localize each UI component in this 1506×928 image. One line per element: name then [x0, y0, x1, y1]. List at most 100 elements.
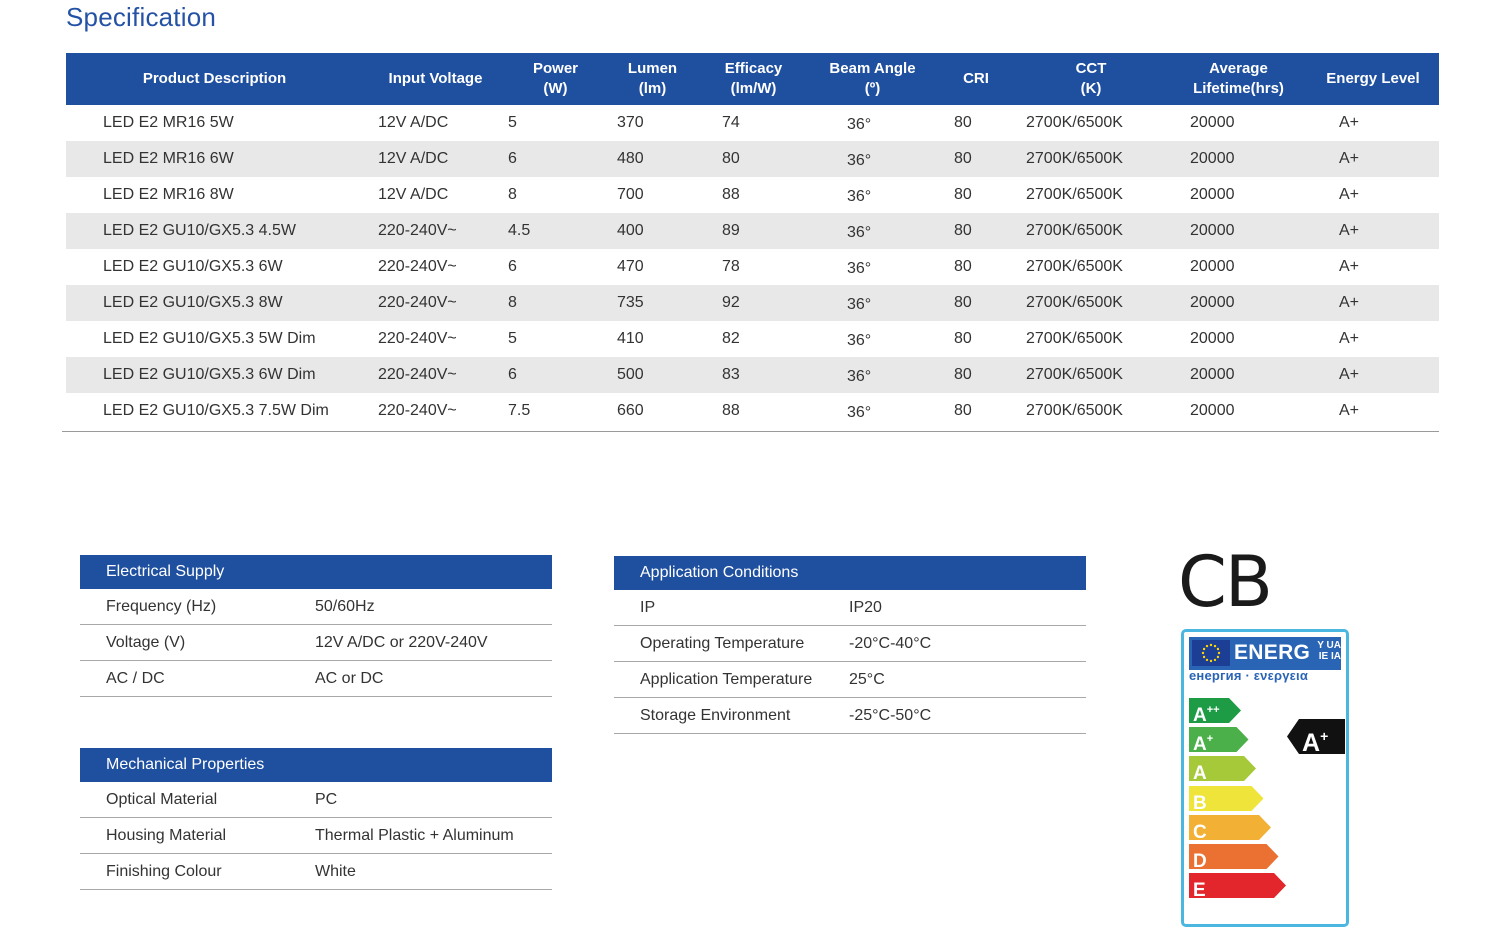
table-cell: 36°	[847, 368, 872, 385]
table-cell: 80	[954, 366, 972, 383]
mechanical-row: Finishing Colour White	[80, 854, 552, 890]
property-name: Housing Material	[106, 826, 227, 844]
table-row: LED E2 MR16 8W 12V A/DC 8 700 88 36° 80 2700K/6…	[66, 177, 1439, 213]
table-cell: 2700K/6500K	[1026, 222, 1123, 239]
property-value: White	[315, 862, 356, 880]
table-cell: 2700K/6500K	[1026, 150, 1123, 167]
table-cell: 80	[954, 402, 972, 419]
electrical-row: Voltage (V) 12V A/DC or 220V-240V	[80, 625, 552, 661]
energy-rating-arrow: A+	[1287, 719, 1345, 757]
table-cell: 2700K/6500K	[1026, 186, 1123, 203]
table-cell: 7.5	[508, 402, 531, 419]
table-cell: 80	[954, 294, 972, 311]
energy-class-bar: C	[1189, 814, 1271, 843]
table-cell: A+	[1339, 294, 1360, 311]
energy-class-bar: E	[1189, 873, 1286, 901]
table-cell: 220-240V~	[378, 366, 457, 383]
column-header: Product Description	[142, 70, 287, 87]
table-cell: 220-240V~	[378, 258, 457, 275]
table-cell: 80	[954, 186, 972, 203]
table-cell: 400	[617, 222, 644, 239]
specification-table: Product Description Input Voltage Power (W…	[66, 53, 1439, 429]
application-row: Application Temperature 25°C	[614, 662, 1086, 698]
column-header: Energy Level	[1326, 70, 1420, 87]
table-cell: A+	[1339, 150, 1360, 167]
energy-label: ENERG Y UA IE IA енергия · ενεργεια A++ A…	[1181, 629, 1349, 927]
mechanical-row: Housing Material Thermal Plastic + Alumin…	[80, 818, 552, 854]
electrical-row: AC / DC AC or DC	[80, 661, 552, 697]
table-row: LED E2 MR16 6W 12V A/DC 6 480 80 36° 80 2700K/6…	[66, 141, 1439, 177]
table-cell: 2700K/6500K	[1026, 366, 1123, 383]
table-row: LED E2 GU10/GX5.3 6W Dim 220-240V~ 6 500 83 3…	[66, 357, 1439, 393]
column-header: Power (W)	[532, 60, 578, 97]
energy-label-suffix: Y UA IE IA	[1317, 640, 1341, 662]
energy-label-subtitle: енергия · ενεργεια	[1189, 668, 1309, 683]
table-cell: 20000	[1190, 114, 1235, 131]
property-value: PC	[315, 790, 338, 808]
rating-arrow-shape	[1287, 719, 1345, 754]
table-cell: LED E2 MR16 5W	[103, 114, 234, 131]
energy-class-label: B	[1193, 792, 1207, 814]
table-row: LED E2 GU10/GX5.3 5W Dim 220-240V~ 5 410 82 3…	[66, 321, 1439, 357]
column-header: Efficacy (lm/W)	[724, 60, 783, 97]
property-value: AC or DC	[315, 669, 384, 687]
column-header: CRI	[963, 70, 989, 87]
table-cell: A+	[1339, 222, 1360, 239]
table-cell: 36°	[847, 332, 872, 349]
energy-label-suffix-top: Y UA	[1317, 640, 1341, 651]
table-cell: 480	[617, 150, 644, 167]
table-cell: 410	[617, 330, 644, 347]
energy-class-label: C	[1193, 821, 1207, 843]
table-row: LED E2 GU10/GX5.3 6W 220-240V~ 6 470 78 36° 80…	[66, 249, 1439, 285]
table-cell: 78	[722, 258, 740, 275]
table-cell: A+	[1339, 114, 1360, 131]
property-name: Frequency (Hz)	[106, 597, 217, 615]
table-cell: 74	[722, 114, 740, 131]
column-header: Input Voltage	[388, 70, 483, 87]
property-value: IP20	[849, 598, 882, 616]
application-conditions-title: Application Conditions	[614, 556, 1086, 590]
table-cell: 36°	[847, 224, 872, 241]
energy-class-bar: A+	[1189, 727, 1249, 755]
energy-class-label: A++	[1193, 704, 1220, 726]
table-cell: 735	[617, 294, 644, 311]
mechanical-properties-title: Mechanical Properties	[80, 748, 552, 782]
energy-class-bar: A++	[1189, 698, 1241, 726]
table-cell: 220-240V~	[378, 294, 457, 311]
property-value: 25°C	[849, 670, 885, 688]
property-name: Storage Environment	[640, 706, 791, 724]
table-cell: 89	[722, 222, 740, 239]
table-cell: LED E2 GU10/GX5.3 7.5W Dim	[103, 402, 329, 419]
energy-rating-value: A+	[1302, 728, 1329, 757]
table-cell: LED E2 MR16 6W	[103, 150, 234, 167]
table-cell: 12V A/DC	[378, 114, 449, 131]
table-cell: 20000	[1190, 294, 1235, 311]
table-cell: 82	[722, 330, 740, 347]
table-cell: 220-240V~	[378, 330, 457, 347]
property-value: 50/60Hz	[315, 597, 375, 615]
table-cell: 20000	[1190, 222, 1235, 239]
energy-label-word: ENERG	[1234, 641, 1311, 664]
table-cell: 220-240V~	[378, 222, 457, 239]
table-cell: 12V A/DC	[378, 150, 449, 167]
table-cell: 5	[508, 330, 517, 347]
table-cell: LED E2 GU10/GX5.3 6W	[103, 258, 283, 275]
table-cell: 12V A/DC	[378, 186, 449, 203]
table-cell: 80	[954, 330, 972, 347]
table-cell: LED E2 GU10/GX5.3 5W Dim	[103, 330, 316, 347]
table-cell: 2700K/6500K	[1026, 330, 1123, 347]
table-row: LED E2 MR16 5W 12V A/DC 5 370 74 36° 80 2700K/6…	[66, 105, 1439, 141]
table-cell: 220-240V~	[378, 402, 457, 419]
table-row: LED E2 GU10/GX5.3 8W 220-240V~ 8 735 92 36° 80…	[66, 285, 1439, 321]
eu-flag-icon	[1192, 640, 1230, 666]
table-cell: 500	[617, 366, 644, 383]
table-cell: 700	[617, 186, 644, 203]
table-cell: 4.5	[508, 222, 531, 239]
property-name: IP	[640, 598, 656, 616]
application-row: IP IP20	[614, 590, 1086, 626]
column-header: CCT (K)	[1075, 60, 1107, 97]
property-name: Voltage (V)	[106, 633, 186, 651]
column-header: Average Lifetime(hrs)	[1193, 60, 1284, 97]
table-cell: 36°	[847, 116, 872, 133]
table-cell: LED E2 GU10/GX5.3 4.5W	[103, 222, 296, 239]
